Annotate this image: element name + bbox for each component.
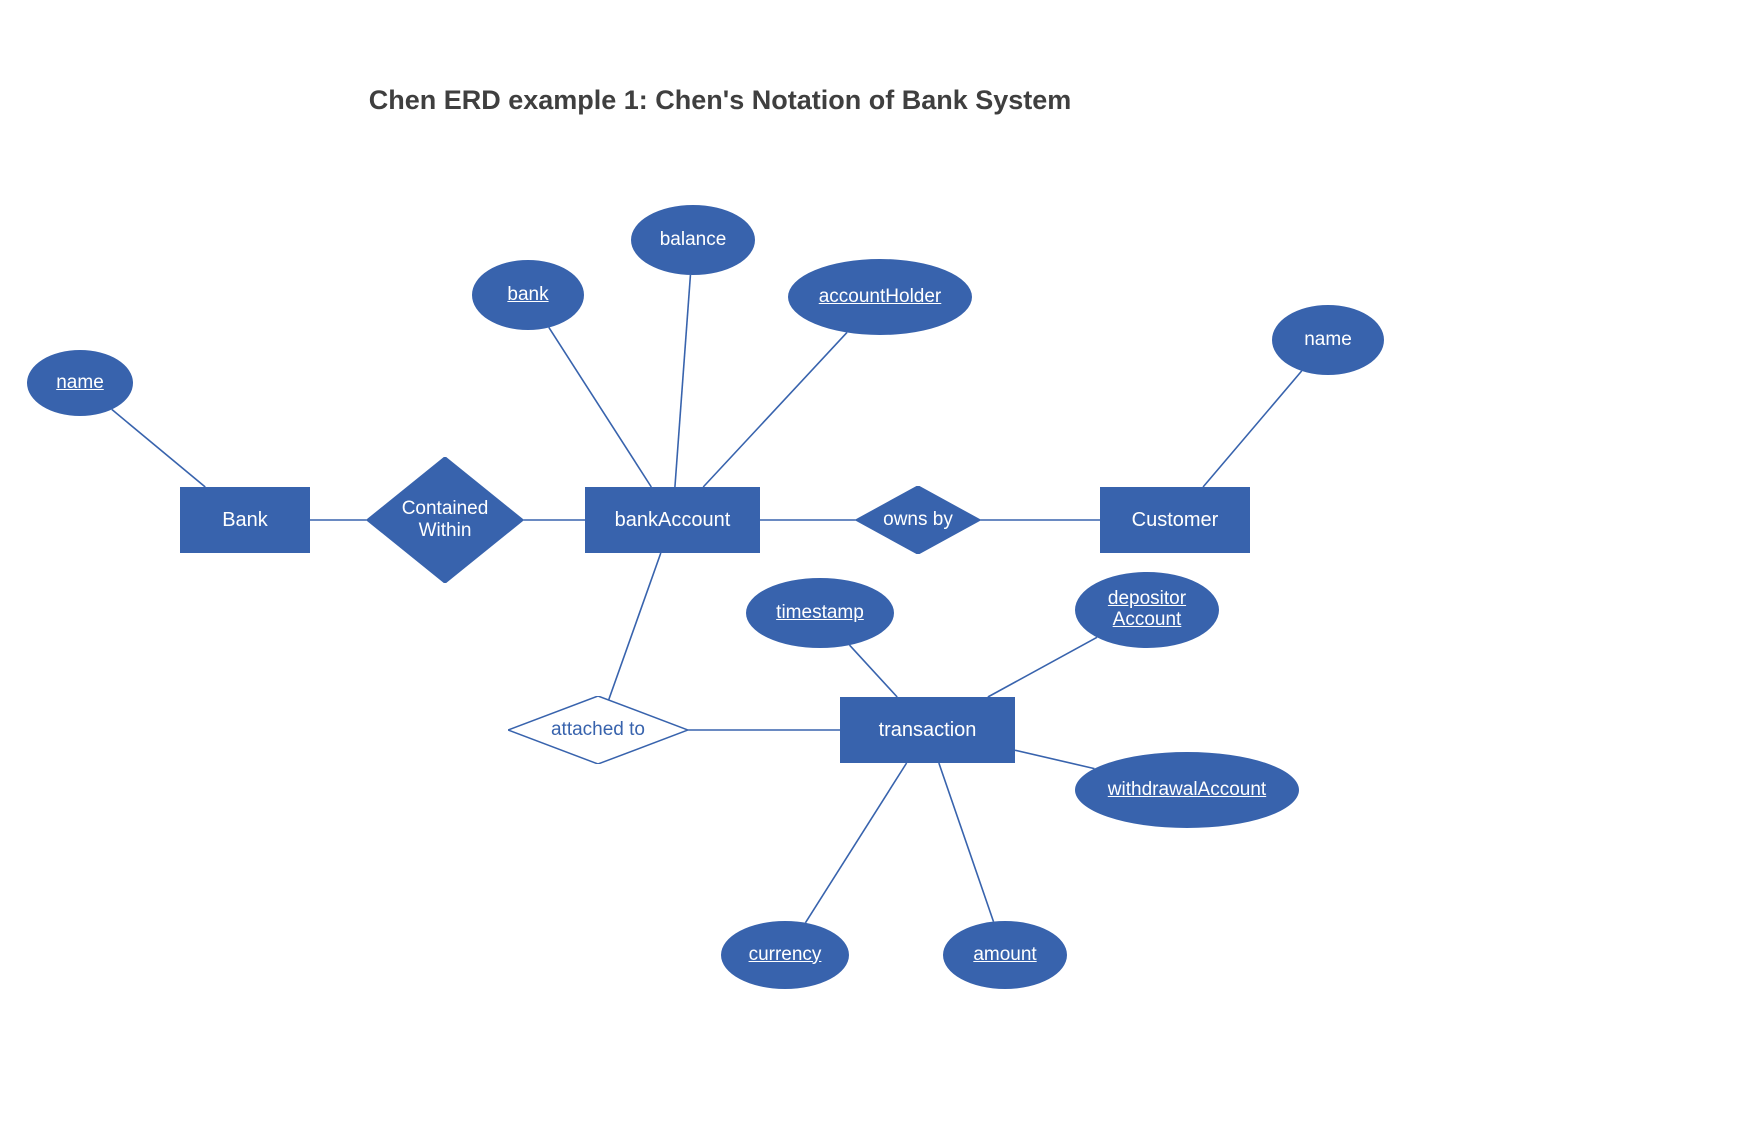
attribute-label-withdrawalAccount: withdrawalAccount xyxy=(1108,780,1266,801)
attribute-balance: balance xyxy=(631,205,755,275)
relationship-containedWithin: Contained Within xyxy=(367,457,523,583)
attribute-withdrawalAccount: withdrawalAccount xyxy=(1075,752,1299,828)
attribute-label-name_cust: name xyxy=(1304,330,1352,351)
attribute-label-bank_attr: bank xyxy=(507,285,548,306)
entity-customer: Customer xyxy=(1100,487,1250,553)
entity-bankAccount: bankAccount xyxy=(585,487,760,553)
attribute-currency: currency xyxy=(721,921,849,989)
diagram-title: Chen ERD example 1: Chen's Notation of B… xyxy=(260,85,1180,116)
relationship-label-attachedTo: attached to xyxy=(508,696,688,764)
relationship-label-containedWithin: Contained Within xyxy=(367,457,523,583)
attribute-name_cust: name xyxy=(1272,305,1384,375)
attribute-label-amount: amount xyxy=(973,945,1036,966)
attribute-accountHolder: accountHolder xyxy=(788,259,972,335)
attribute-label-accountHolder: accountHolder xyxy=(819,287,942,308)
relationship-attachedTo: attached to xyxy=(508,696,688,764)
attribute-label-depositorAccount: depositor Account xyxy=(1108,589,1186,631)
entity-transaction: transaction xyxy=(840,697,1015,763)
attribute-label-timestamp: timestamp xyxy=(776,603,864,624)
attribute-label-currency: currency xyxy=(749,945,822,966)
attribute-amount: amount xyxy=(943,921,1067,989)
relationship-label-ownsBy: owns by xyxy=(856,486,980,554)
entity-bank: Bank xyxy=(180,487,310,553)
attribute-name_bank: name xyxy=(27,350,133,416)
relationship-ownsBy: owns by xyxy=(856,486,980,554)
attribute-label-balance: balance xyxy=(660,230,727,251)
attribute-timestamp: timestamp xyxy=(746,578,894,648)
attribute-label-name_bank: name xyxy=(56,373,104,394)
attribute-depositorAccount: depositor Account xyxy=(1075,572,1219,648)
attribute-bank_attr: bank xyxy=(472,260,584,330)
